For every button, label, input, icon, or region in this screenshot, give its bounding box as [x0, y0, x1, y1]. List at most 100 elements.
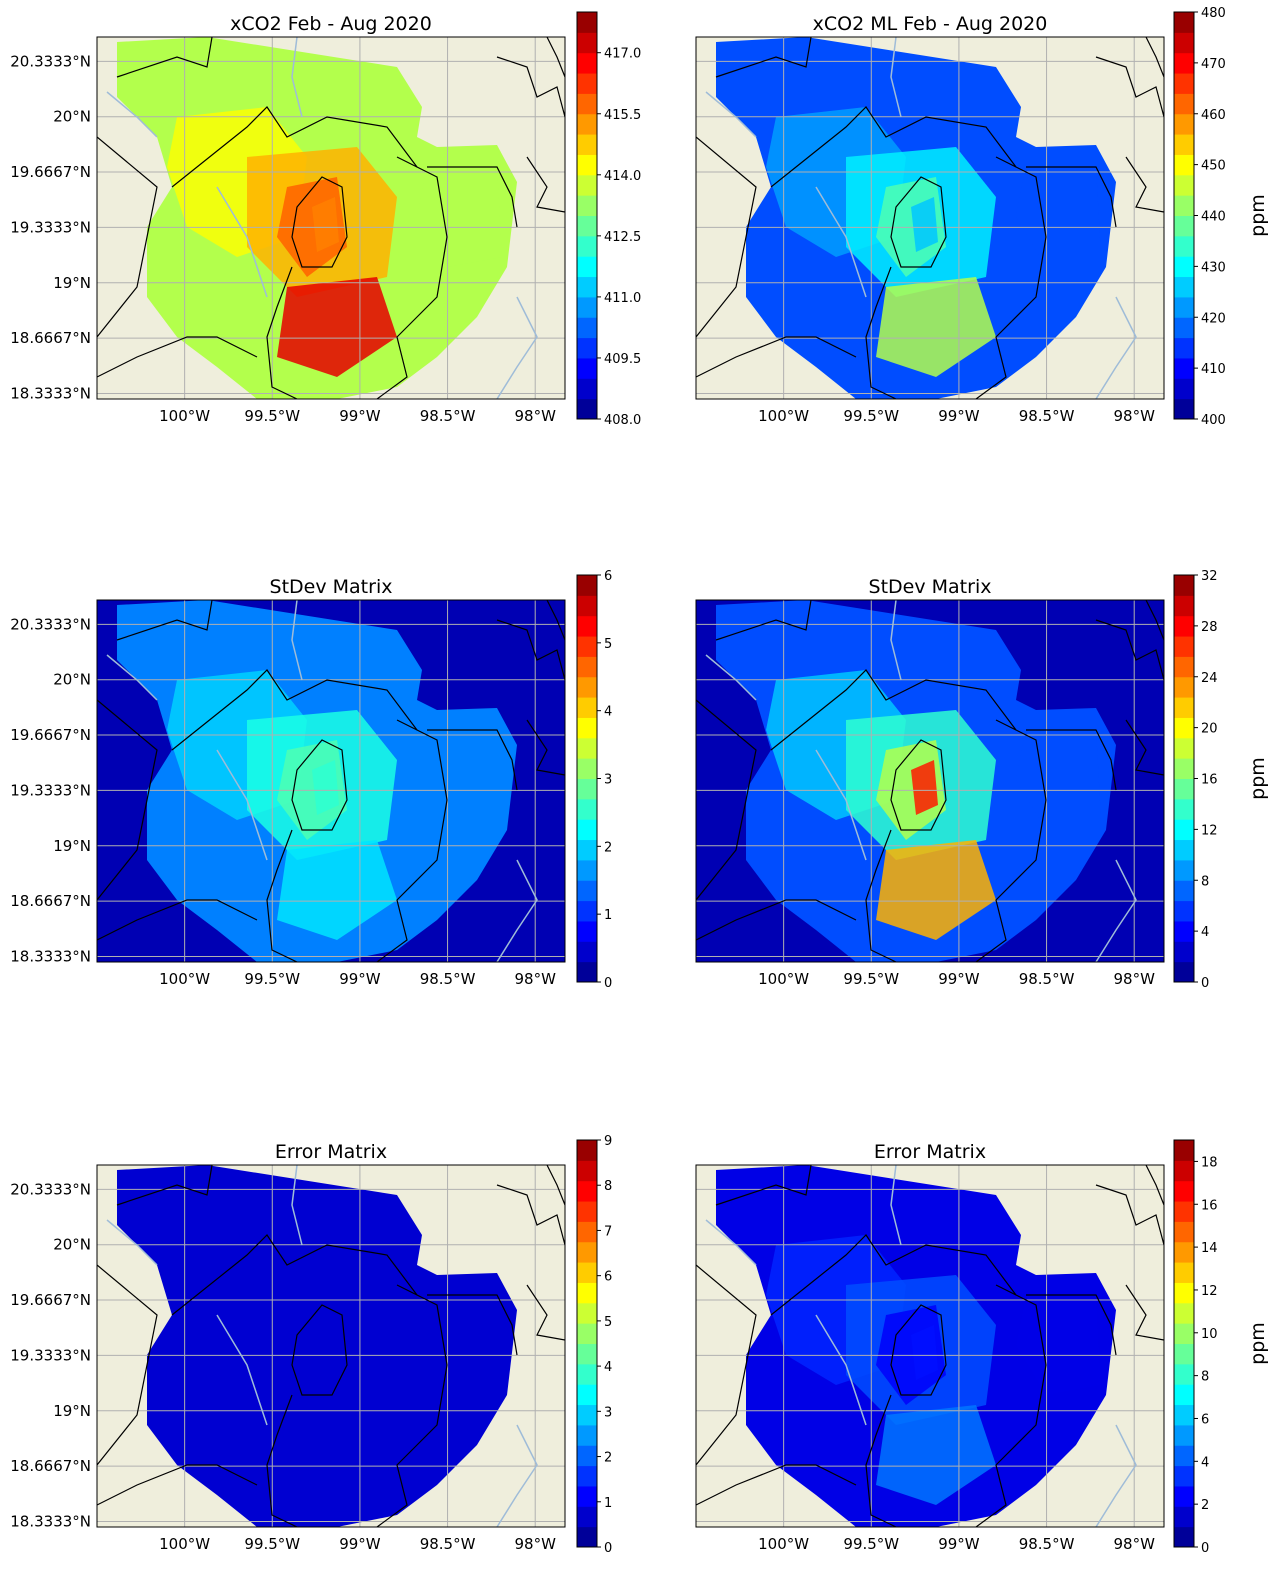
colorbar-segment	[1174, 880, 1194, 902]
colorbar-5: 0 1 2 3 4 5 6 7 8 9	[576, 1134, 612, 1556]
colorbar-tick-label: 415.5	[604, 108, 641, 123]
colorbar-segment	[1174, 154, 1194, 176]
colorbar-segment	[577, 676, 597, 698]
state-border	[266, 1394, 298, 1527]
colorbar-segment	[577, 798, 597, 820]
panel-6: Error Matrix 100°W 99.5°W 99°W 98.5°W 98°W	[695, 1141, 1165, 1553]
colorbar-segment	[577, 920, 597, 942]
river	[815, 186, 867, 298]
state-border	[97, 1464, 258, 1506]
colorbar-segment	[1174, 758, 1194, 779]
state-border	[1026, 1294, 1117, 1356]
state-border	[376, 156, 448, 399]
state-border	[496, 56, 565, 118]
state-border	[865, 1394, 897, 1527]
colorbar-segment	[577, 737, 597, 759]
colorbar-tick-label: 4	[1201, 1455, 1209, 1470]
state-border	[696, 136, 757, 338]
colorbar-segment	[577, 256, 597, 278]
x-tick-label: 99°W	[938, 407, 980, 425]
colorbar-segment	[577, 697, 597, 718]
data-contour-6	[1016, 167, 1101, 267]
river	[291, 1165, 303, 1246]
colorbar-segment	[577, 615, 597, 637]
colorbar-segment	[1174, 717, 1194, 739]
state-border	[975, 1284, 1047, 1527]
colorbar-tick-label: 412.5	[604, 230, 641, 245]
river	[106, 654, 158, 701]
colorbar-segment	[577, 900, 597, 922]
y-tick-label: 20.3333°N	[10, 52, 91, 70]
colorbar-segment	[577, 1445, 597, 1467]
map-area	[97, 1165, 565, 1527]
colorbar-segment	[577, 1465, 597, 1487]
colorbar-segment	[1174, 134, 1194, 155]
data-contour-5	[312, 1325, 339, 1380]
colorbar-segment	[577, 880, 597, 902]
colorbar-segment	[577, 1363, 597, 1385]
colorbar-segment	[1174, 900, 1194, 922]
state-border	[1145, 1165, 1164, 1206]
state-border	[526, 1284, 565, 1341]
colorbar-segment	[577, 174, 597, 196]
colorbar-segment	[1174, 1302, 1194, 1324]
colorbar-tick-label: 400	[1201, 413, 1226, 428]
colorbar-tick-label: 460	[1201, 108, 1226, 123]
colorbar-segment	[577, 1485, 597, 1507]
x-tick-label: 99°W	[339, 1535, 381, 1553]
colorbar-segment	[1174, 941, 1194, 963]
colorbar-tick-label: 2	[604, 840, 612, 855]
y-tick-label: 20°N	[53, 108, 91, 126]
data-contour-6	[417, 730, 502, 830]
colorbar-segment	[577, 575, 597, 596]
y-tick-label: 19.3333°N	[10, 781, 91, 799]
colorbar-1: 408.0 409.5 411.0 412.5 414.0 415.5 417.0	[576, 11, 641, 428]
state-border	[116, 1165, 213, 1206]
y-tick-label: 20.3333°N	[10, 1180, 91, 1198]
data-contour-6	[1016, 730, 1101, 830]
state-border	[526, 156, 565, 213]
river	[1095, 296, 1137, 399]
colorbar-segment	[1174, 93, 1194, 115]
colorbar-tick-label: 12	[1201, 1284, 1218, 1299]
colorbar-segment	[1174, 1445, 1194, 1467]
y-tick-label: 18.3333°N	[10, 384, 91, 402]
state-border	[427, 1294, 518, 1356]
state-border	[770, 1234, 1017, 1316]
colorbar-segment	[577, 1180, 597, 1202]
state-border	[696, 899, 857, 941]
colorbar-tick-label: 2	[1201, 1498, 1209, 1513]
y-tick-label: 19.6667°N	[10, 726, 91, 744]
state-border	[890, 176, 947, 268]
colorbar-segment	[577, 839, 597, 861]
river	[216, 749, 268, 861]
colorbar-segment	[1174, 575, 1194, 596]
state-border	[1125, 1284, 1164, 1341]
river	[705, 91, 757, 138]
colorbar-tick-label: 6	[1201, 1412, 1209, 1427]
colorbar-tick-label: 9	[604, 1134, 612, 1149]
colorbar-tick-label: 16	[1201, 773, 1218, 788]
colorbar-segment	[1174, 1404, 1194, 1426]
state-border	[1145, 37, 1164, 78]
colorbar-segment	[577, 32, 597, 54]
state-border	[266, 829, 298, 962]
state-border	[715, 600, 812, 641]
colorbar-segment	[1174, 595, 1194, 617]
colorbar-label: ppm	[1247, 194, 1269, 237]
state-border	[291, 176, 348, 268]
colorbar-tick-label: 450	[1201, 159, 1226, 174]
colorbar-segment	[1174, 1363, 1194, 1385]
colorbar-segment	[577, 1140, 597, 1161]
colorbar-tick-label: 8	[604, 1179, 612, 1194]
x-tick-label: 99°W	[339, 970, 381, 988]
colorbar-segment	[1174, 195, 1194, 216]
state-border	[975, 719, 1047, 962]
river	[1095, 1424, 1137, 1527]
colorbar-segment	[577, 215, 597, 237]
colorbar-frame	[576, 1139, 598, 1548]
colorbar-tick-label: 408.0	[604, 413, 641, 428]
state-border	[291, 739, 348, 831]
map-area	[696, 37, 1164, 399]
state-border	[715, 37, 812, 78]
